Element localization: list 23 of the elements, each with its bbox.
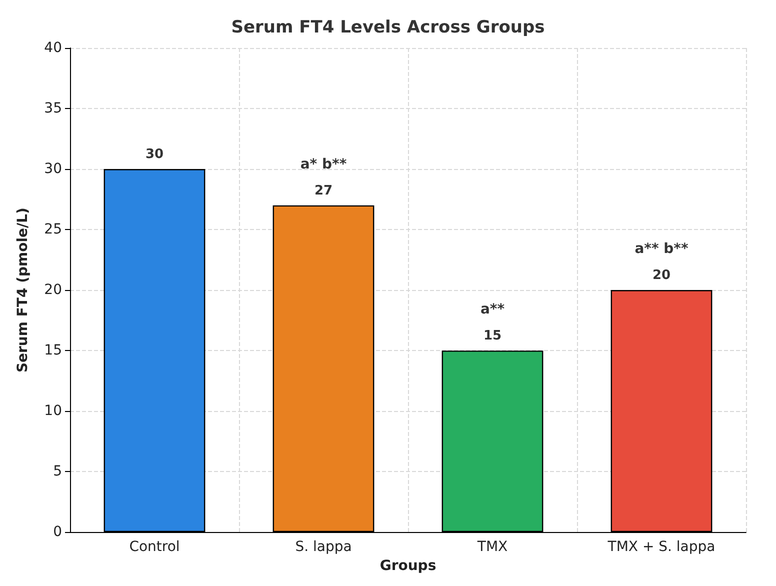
y-tick-label: 0 (53, 524, 62, 540)
y-tick-label: 40 (44, 40, 62, 56)
y-tick-label: 25 (44, 222, 62, 238)
y-tick-label: 15 (44, 342, 62, 359)
y-axis-title: Serum FT4 (pmole/L) (15, 208, 31, 373)
annotation: a** b** (634, 241, 689, 258)
data-label: 27 (314, 183, 333, 198)
x-tick-label: Control (129, 539, 180, 556)
x-axis-title: Groups (380, 558, 436, 574)
annotation: a* b** (300, 156, 348, 172)
x-tick-label: TMX + S. lappa (606, 539, 716, 556)
y-tick-label: 35 (44, 100, 62, 117)
data-label: 30 (145, 147, 164, 162)
x-tick-label: TMX (476, 539, 508, 556)
data-label: 20 (652, 268, 671, 284)
x-tick-label: S. lappa (295, 539, 352, 556)
y-tick-label: 20 (44, 282, 62, 298)
data-label: 15 (483, 328, 502, 344)
y-tick-label: 10 (44, 403, 62, 420)
chart-title: Serum FT4 Levels Across Groups (231, 18, 545, 38)
y-tick-label: 30 (44, 161, 62, 178)
annotation: a** (480, 302, 506, 318)
y-tick-label: 5 (53, 464, 62, 480)
